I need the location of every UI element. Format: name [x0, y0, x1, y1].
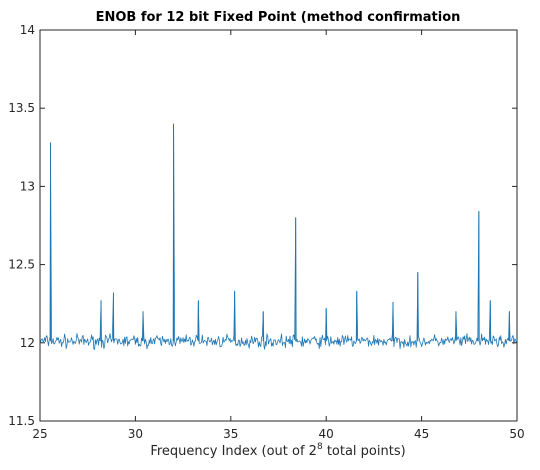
x-tick-label: 40 — [319, 427, 334, 441]
y-tick-label: 12 — [20, 336, 35, 350]
series-line — [39, 123, 518, 350]
x-tick-label: 35 — [223, 427, 238, 441]
x-tick-label: 30 — [128, 427, 143, 441]
x-axis-label-suffix: total points) — [323, 444, 406, 459]
axes-group: 25 30 35 40 45 50 11.5 12 12.5 13 13.5 14 — [8, 23, 524, 441]
x-tick-label: 50 — [509, 427, 524, 441]
x-tick-label: 25 — [32, 427, 47, 441]
y-tick-label: 14 — [20, 23, 35, 37]
chart-title: ENOB for 12 bit Fixed Point (method conf… — [96, 10, 461, 25]
y-tick-label: 12.5 — [8, 258, 35, 272]
y-tick-label: 13.5 — [8, 101, 35, 115]
x-tick-label: 45 — [414, 427, 429, 441]
x-axis-label-prefix: Frequency Index (out of 2 — [150, 444, 317, 459]
y-tick-label: 11.5 — [8, 414, 35, 428]
x-axis-label-superscript: 8 — [317, 442, 323, 452]
x-axis-label: Frequency Index (out of 28 total points) — [150, 442, 405, 459]
y-tick-label: 13 — [20, 179, 35, 193]
series-group — [39, 123, 518, 350]
plot-frame — [39, 29, 518, 422]
